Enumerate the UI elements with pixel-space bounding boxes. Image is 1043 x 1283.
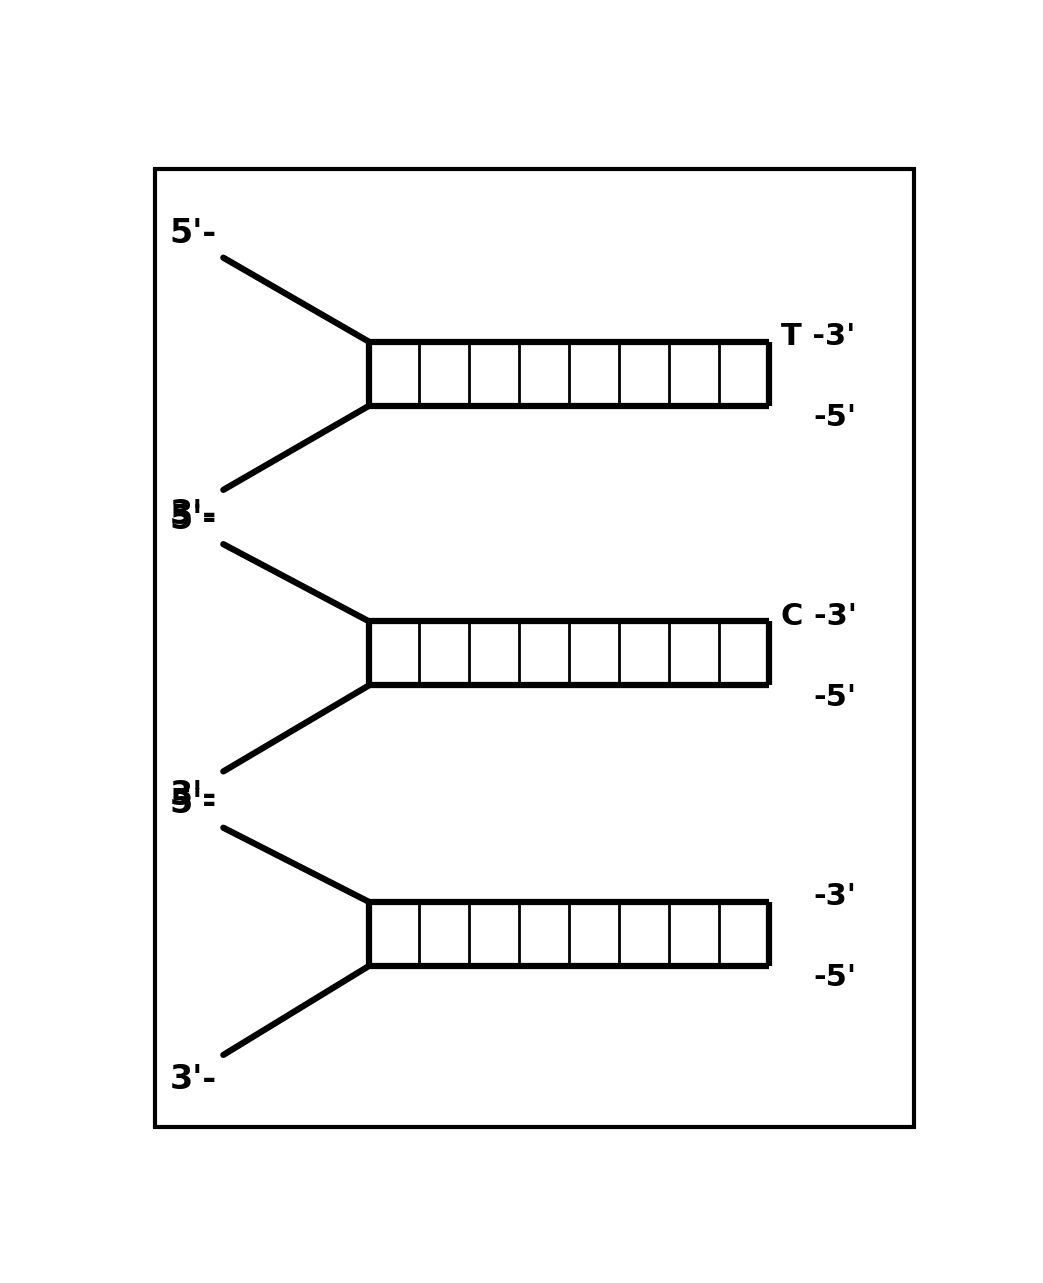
Text: 5'-: 5'- [170,503,217,536]
Text: 3'-: 3'- [170,779,217,812]
Text: 3'-: 3'- [170,1062,217,1096]
Text: -5': -5' [814,403,856,432]
Text: -5': -5' [814,964,856,992]
Text: -3': -3' [814,883,856,911]
Text: 3'-: 3'- [170,498,217,531]
Text: T -3': T -3' [781,322,855,352]
Text: 5'-: 5'- [170,786,217,820]
Text: C -3': C -3' [781,602,857,631]
Text: -5': -5' [814,683,856,712]
Text: 5'-: 5'- [170,217,217,250]
